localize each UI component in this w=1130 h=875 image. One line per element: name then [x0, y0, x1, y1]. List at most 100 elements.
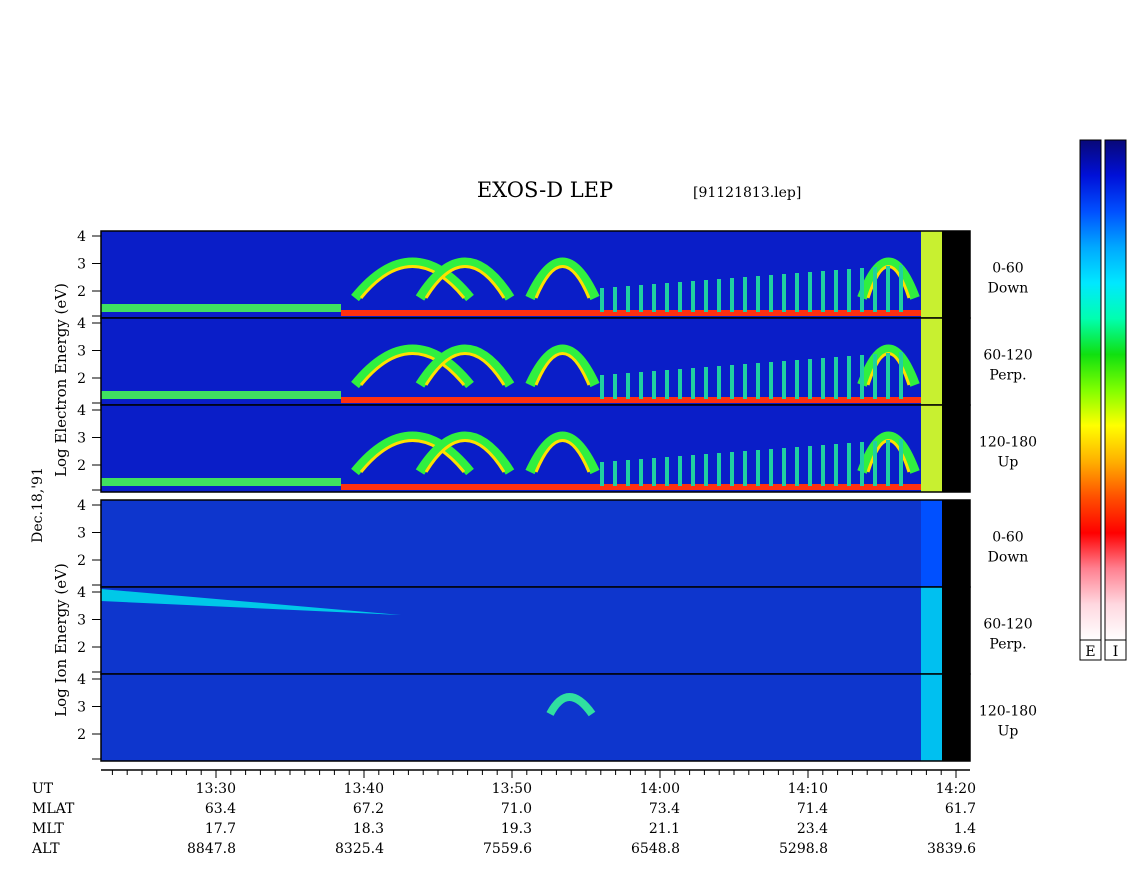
precipitation-spike: [652, 458, 656, 486]
time-value-mlt: 18.3: [353, 821, 384, 837]
precipitation-spike: [834, 444, 838, 486]
energy-tick-label: 2: [77, 458, 86, 474]
precipitation-spike: [665, 370, 669, 399]
precipitation-spike: [730, 452, 734, 486]
panel-2: [100, 317, 971, 406]
panel-background: [101, 405, 943, 492]
energy-tick-label: 3: [77, 257, 86, 273]
colorbar-ion: [1104, 139, 1127, 641]
panel-background: [101, 674, 943, 761]
precipitation-spike: [821, 358, 825, 399]
panel-background: [101, 500, 943, 587]
time-value-mlt: 23.4: [797, 821, 828, 837]
no-data-region: [942, 500, 970, 587]
precipitation-spike: [691, 281, 695, 312]
time-value-alt: 6548.8: [631, 841, 680, 857]
panel-background: [101, 318, 943, 405]
energy-tick-label: 3: [77, 700, 86, 716]
precipitation-spike: [808, 446, 812, 486]
time-value-alt: 8847.8: [187, 841, 236, 857]
energy-tick-label: 4: [77, 229, 86, 245]
energy-arc: [351, 431, 474, 476]
energy-tick-label: 4: [77, 403, 86, 419]
precipitation-spike: [808, 359, 812, 399]
precipitation-spike: [847, 443, 851, 486]
energy-arc-peak: [424, 352, 506, 386]
precipitation-spike: [756, 276, 760, 312]
energy-arc: [351, 257, 474, 302]
saturated-strip: [921, 231, 942, 318]
panel-3: [100, 404, 971, 493]
energy-tick-label: 4: [77, 672, 86, 688]
precipitation-spike: [652, 371, 656, 399]
date-label: Dec.18,'91: [30, 467, 46, 543]
precipitation-spike: [782, 361, 786, 399]
direction-label: Up: [998, 455, 1019, 471]
colorbar-label: I: [1113, 644, 1119, 660]
panel-4: [100, 499, 971, 588]
ion-beam: [101, 589, 401, 615]
precipitation-spike: [860, 355, 864, 399]
panel-frame: [100, 404, 971, 493]
energy-arc-peak: [359, 439, 466, 473]
precipitation-spike: [821, 445, 825, 486]
precipitation-spike: [847, 269, 851, 312]
time-value-ut: 13:50: [492, 781, 532, 797]
precipitation-spike: [691, 455, 695, 486]
pitch-angle-label: 0-60: [992, 530, 1023, 546]
edge-strip: [921, 500, 942, 587]
colorbar-label-box: [1104, 639, 1127, 661]
time-value-alt: 7559.6: [483, 841, 532, 857]
precipitation-spike: [639, 285, 643, 312]
precipitation-spike: [613, 287, 617, 312]
diffuse-flux: [101, 674, 921, 761]
precipitation-spike: [808, 272, 812, 312]
energy-arc: [415, 344, 515, 388]
direction-label: Perp.: [989, 637, 1026, 653]
precipitation-spike: [886, 266, 890, 312]
page-title: EXOS-D LEP: [476, 178, 614, 202]
direction-label: Down: [988, 281, 1029, 297]
precipitation-spike: [899, 352, 903, 399]
energy-tick-label: 2: [77, 640, 86, 656]
precipitation-spike: [769, 362, 773, 399]
precipitation-spike: [665, 283, 669, 312]
precipitation-spike: [626, 286, 630, 312]
panel-background: [101, 231, 943, 318]
no-data-region: [942, 405, 970, 492]
saturated-strip: [921, 405, 942, 492]
precipitation-spike: [600, 288, 604, 312]
energy-arc-peak: [424, 265, 506, 299]
energy-tick-label: 3: [77, 344, 86, 360]
no-data-region: [942, 231, 970, 318]
energy-arc-peak: [534, 439, 591, 473]
direction-label: Perp.: [989, 368, 1026, 384]
time-value-mlt: 19.3: [501, 821, 532, 837]
time-value-ut: 13:30: [196, 781, 236, 797]
precipitation-spike: [704, 280, 708, 312]
precipitation-spike: [639, 459, 643, 486]
time-value-mlat: 67.2: [353, 801, 384, 817]
precipitation-spike: [743, 277, 747, 312]
time-value-ut: 14:00: [640, 781, 680, 797]
time-row-label: ALT: [31, 841, 60, 857]
energy-tick-label: 2: [77, 284, 86, 300]
precipitation-spike: [743, 364, 747, 399]
energy-tick-label: 2: [77, 553, 86, 569]
direction-label: Up: [998, 724, 1019, 740]
low-energy-band: [101, 478, 341, 486]
precipitation-spike: [886, 440, 890, 486]
panel-6: [100, 673, 971, 762]
time-value-alt: 8325.4: [335, 841, 384, 857]
energy-arc-peak: [359, 352, 466, 386]
panel-5: [100, 586, 971, 675]
time-value-ut: 14:10: [788, 781, 828, 797]
precipitation-spike: [834, 357, 838, 399]
energy-arc-peak: [534, 265, 591, 299]
precipitation-spike: [704, 367, 708, 399]
precipitation-spike: [795, 273, 799, 312]
precipitation-spike: [899, 265, 903, 312]
precipitation-spike: [860, 268, 864, 312]
